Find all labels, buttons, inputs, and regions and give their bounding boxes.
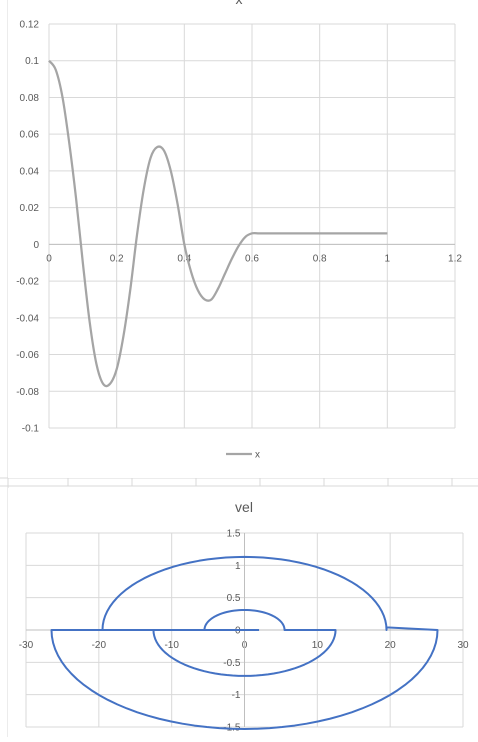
x-tick-label: -30 <box>19 640 34 651</box>
x-tick-label: 20 <box>385 640 397 651</box>
x-tick-label: 1 <box>385 253 391 264</box>
y-tick-label: 0.06 <box>20 130 40 141</box>
y-tick-label: -0.04 <box>16 313 39 324</box>
chart-title: x <box>236 0 243 7</box>
y-tick-label: -0.1 <box>22 424 40 435</box>
y-tick-label: -1 <box>232 690 241 701</box>
y-tick-label: 0.1 <box>25 56 39 67</box>
y-tick-label: -0.08 <box>16 387 39 398</box>
y-tick-label: 1 <box>235 561 241 572</box>
y-tick-label: 0.02 <box>20 203 40 214</box>
x-tick-label: 1.2 <box>448 253 462 264</box>
y-tick-label: 0.12 <box>20 20 40 31</box>
x-tick-label: 0.6 <box>245 253 259 264</box>
x-tick-label: -10 <box>164 640 179 651</box>
x-chart-svg: x 0.12 0.1 0.08 0.06 0.04 0.02 0 -0.02 -0.04 -0.06… <box>16 0 462 461</box>
legend-label: x <box>255 450 260 461</box>
y-tick-label: 0.04 <box>20 166 40 177</box>
x-tick-label: 30 <box>457 640 469 651</box>
y-tick-label: -0.02 <box>16 277 39 288</box>
x-tick-label: -20 <box>92 640 107 651</box>
y-tick-label: 0.08 <box>20 93 40 104</box>
series-vel-line <box>50 555 439 730</box>
y-tick-label: -0.06 <box>16 350 39 361</box>
x-line-chart[interactable]: x 0.12 0.1 0.08 0.06 0.04 0.02 0 -0.02 -0.04 -0.06… <box>8 0 478 478</box>
y-tick-label: 0 <box>33 240 39 251</box>
chart-title: vel <box>235 499 253 515</box>
y-tick-label: -0.5 <box>223 658 241 669</box>
x-tick-label: 0.4 <box>177 253 191 264</box>
x-tick-label: 0 <box>46 253 52 264</box>
x-tick-label: 0.2 <box>110 253 124 264</box>
y-tick-label: 1.5 <box>227 529 241 540</box>
x-tick-label: 10 <box>312 640 324 651</box>
y-tick-label: 0.5 <box>227 593 241 604</box>
x-tick-label: 0.8 <box>313 253 327 264</box>
series-x-line <box>48 59 388 388</box>
